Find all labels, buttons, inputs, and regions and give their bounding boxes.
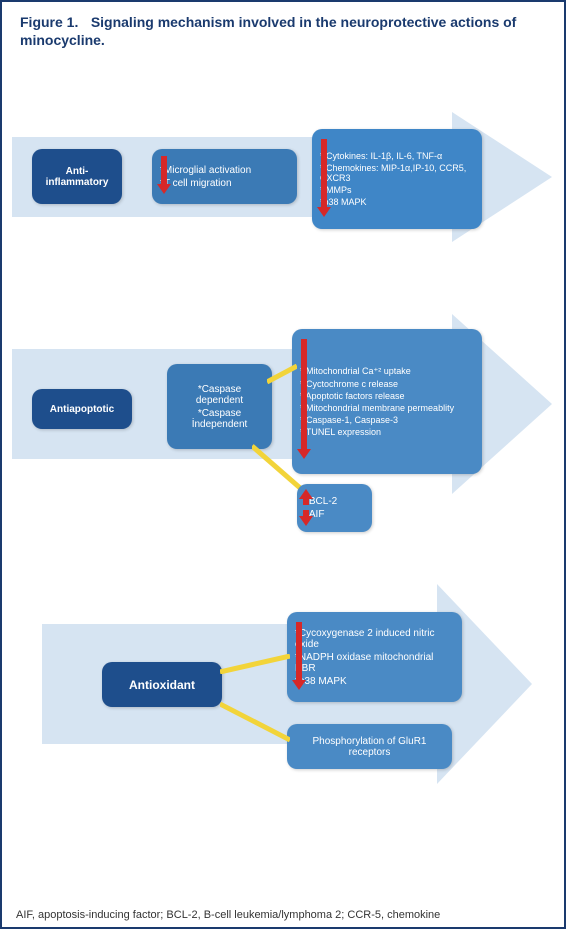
section2-right-red-arrow xyxy=(300,339,308,459)
figure-header: Figure 1. Signaling mechanism involved i… xyxy=(2,2,564,54)
figure-title: Signaling mechanism involved in the neur… xyxy=(20,14,516,48)
section3-right2-box: Phosphorylation of GluR1 receptors xyxy=(287,724,452,769)
section1-right-3: *p38 MAPK xyxy=(320,197,474,207)
section3-right2-0: Phosphorylation of GluR1 receptors xyxy=(295,736,444,758)
footer-caption: AIF, apoptosis-inducing factor; BCL-2, B… xyxy=(16,909,550,921)
section3-right1-1: *NADPH oxidase mitochondrial PBR xyxy=(295,652,454,674)
section2-mid-box: *Caspase dependent *Caspase İndependent xyxy=(167,364,272,449)
section2-right-1: * Cyctochrome c release xyxy=(300,379,474,389)
section2-mid-0: *Caspase dependent xyxy=(175,384,264,406)
section1-mid-0: *Microglial activation xyxy=(160,165,289,176)
section1-mid-1: *T cell migration xyxy=(160,178,289,189)
section2-category: Antiapoptotic xyxy=(40,404,124,415)
figure-label: Figure 1. xyxy=(20,14,78,30)
section2-yellow-top xyxy=(267,364,297,384)
section3-yellow-bot xyxy=(220,702,290,742)
section3-category: Antioxidant xyxy=(110,678,214,692)
section1-right-0: * Cytokines: IL-1β, IL-6, TNF-α xyxy=(320,151,474,161)
section1-right-red-arrow xyxy=(320,139,328,217)
section2-right-box: * Mitochondrial Ca⁺² uptake * Cyctochrom… xyxy=(292,329,482,474)
section2-right-4: * Caspase-1, Caspase-3 xyxy=(300,415,474,425)
section2-right-2: * Apoptotic factors release xyxy=(300,391,474,401)
section3-right1-box: *Cycoxygenase 2 induced nitric oxide *NA… xyxy=(287,612,462,702)
section3-right1-red-arrow xyxy=(295,622,303,690)
section2-bottom-1: *AIF xyxy=(305,509,364,520)
section1-mid-red-arrow xyxy=(160,156,168,194)
section1-mid-box: *Microglial activation *T cell migration xyxy=(152,149,297,204)
section1-category-box: Anti-inflammatory xyxy=(32,149,122,204)
section3-yellow-top xyxy=(220,654,290,674)
section3-right1-2: *p38 MAPK xyxy=(295,676,454,687)
section1-right-box: * Cytokines: IL-1β, IL-6, TNF-α * Chemok… xyxy=(312,129,482,229)
diagram-area: Anti-inflammatory *Microglial activation… xyxy=(2,54,564,834)
section1-right-1: * Chemokines: MIP-1α,IP-10, CCR5, CXCR3 xyxy=(320,163,474,183)
section2-right-0: * Mitochondrial Ca⁺² uptake xyxy=(300,366,474,377)
section3-right1-0: *Cycoxygenase 2 induced nitric oxide xyxy=(295,628,454,650)
section1-category: Anti-inflammatory xyxy=(40,166,114,188)
section2-bottom-red-down xyxy=(302,510,310,526)
section1-right-2: * MMPs xyxy=(320,185,474,195)
section2-bottom-red-up xyxy=(302,489,310,505)
section2-category-box: Antiapoptotic xyxy=(32,389,132,429)
section2-right-5: * TUNEL expression xyxy=(300,427,474,437)
section3-category-box: Antioxidant xyxy=(102,662,222,707)
section2-mid-1: *Caspase İndependent xyxy=(175,408,264,430)
section2-right-3: * Mitochondrial membrane permeablity xyxy=(300,403,474,413)
section2-bottom-0: *BCL-2 xyxy=(305,496,364,507)
